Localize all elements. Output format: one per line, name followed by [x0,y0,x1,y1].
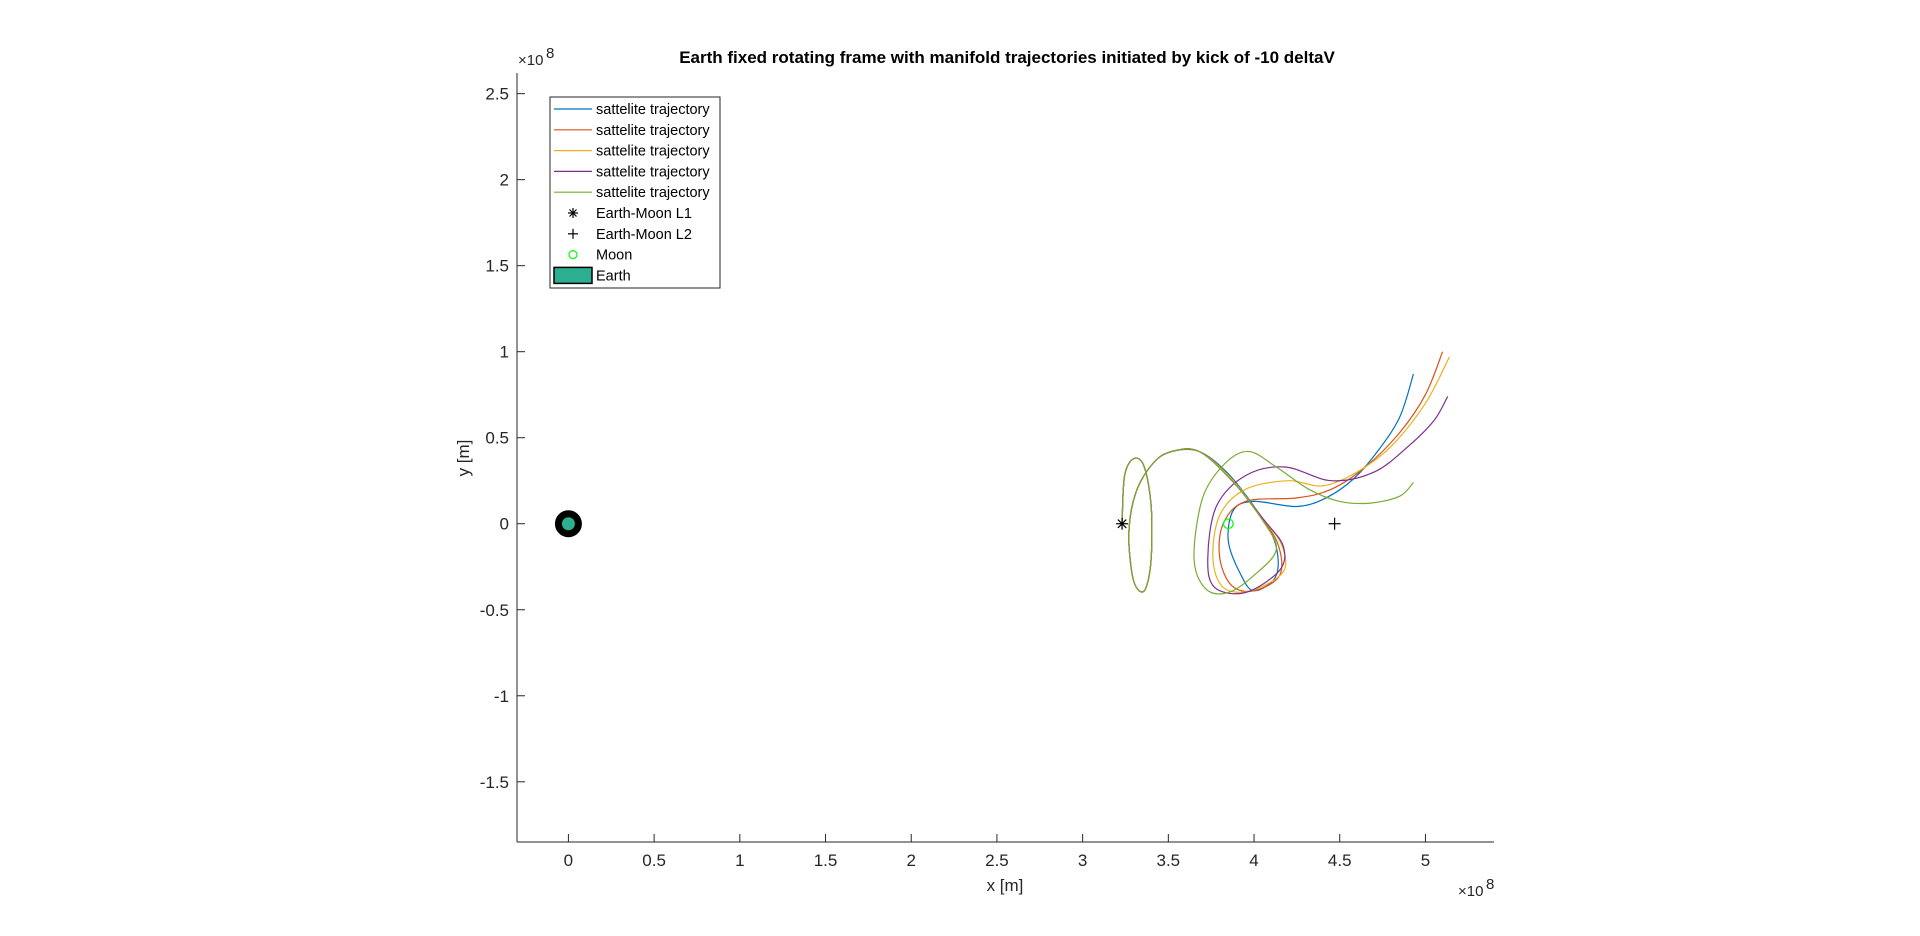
y-tick-label: 1.5 [485,257,509,276]
x-exponent-power: 8 [1486,876,1494,893]
y-axis-exponent: ×10 8 [518,45,554,69]
y-tick-label: -1.5 [480,773,509,792]
y-axis-label: y [m] [454,440,473,477]
x-axis-exponent: ×10 8 [1458,876,1494,900]
x-tick-label: 3 [1078,851,1087,870]
legend-entry-label: sattelite trajectory [596,164,710,180]
legend-entry-label: sattelite trajectory [596,102,710,118]
x-tick-label: 5 [1421,851,1430,870]
x-tick-label: 1 [735,851,744,870]
l2-marker [1328,517,1341,530]
moon-marker [1222,518,1234,530]
legend: sattelite trajectory sattelite trajectory… [549,96,721,289]
y-tick-label: 0.5 [485,429,509,448]
plot-area [554,351,1450,595]
x-tick-label: 2.5 [985,851,1009,870]
legend-entry-label: Earth [596,268,631,284]
trajectory-series-5 [1121,448,1414,595]
x-tick-label: 1.5 [814,851,838,870]
legend-circle-symbol [568,250,578,260]
legend-entry-label: sattelite trajectory [596,185,710,201]
y-tick-label: -0.5 [480,601,509,620]
x-tick-label: 3.5 [1157,851,1181,870]
legend-entry-label: Moon [596,248,632,264]
y-tick-label: -1 [494,687,509,706]
legend-patch-swatch [553,266,593,285]
y-tick-label: 2 [500,171,509,190]
x-tick-label: 0 [564,851,573,870]
legend-entry-label: sattelite trajectory [596,144,710,160]
x-ticks: 0 0.5 1 1.5 2 2.5 3 3.5 4 4.5 5 [564,834,1430,870]
l1-marker [1116,517,1129,530]
axes: 0 0.5 1 1.5 2 2.5 3 3.5 4 4.5 5 2.5 2 1.5 1 0.5 0 -0.5 -1… [480,73,1494,870]
x-tick-label: 2 [906,851,915,870]
legend-asterisk-symbol [568,208,578,218]
x-tick-label: 0.5 [642,851,666,870]
legend-entry-label: Earth-Moon L1 [596,206,692,222]
y-tick-label: 1 [500,343,509,362]
earth-patch [554,510,582,538]
y-exponent-power: 8 [546,45,554,62]
legend-entry-label: Earth-Moon L2 [596,227,692,243]
y-ticks: 2.5 2 1.5 1 0.5 0 -0.5 -1 -1.5 [480,85,525,792]
x-exponent-base: ×10 [1458,883,1483,900]
y-tick-label: 2.5 [485,85,509,104]
x-tick-label: 4 [1249,851,1258,870]
x-axis-label: x [m] [987,876,1024,895]
y-tick-label: 0 [500,515,509,534]
y-exponent-base: ×10 [518,52,543,69]
legend-plus-symbol [568,228,578,239]
chart-title: Earth fixed rotating frame with manifold… [679,48,1335,67]
x-tick-label: 4.5 [1328,851,1352,870]
legend-entry-label: sattelite trajectory [596,123,710,139]
